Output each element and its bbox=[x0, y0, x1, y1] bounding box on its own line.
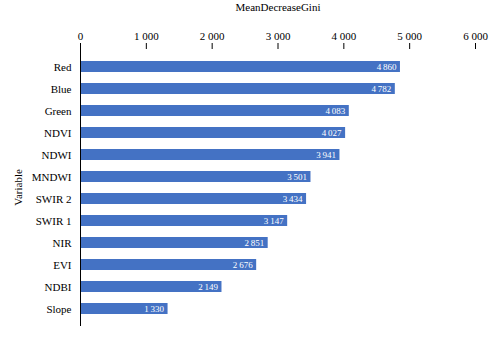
svg-text:NDVI: NDVI bbox=[44, 127, 72, 139]
svg-text:4 860: 4 860 bbox=[377, 62, 397, 72]
svg-text:MNDWI: MNDWI bbox=[32, 171, 72, 183]
svg-text:2 851: 2 851 bbox=[244, 238, 264, 248]
svg-text:3 501: 3 501 bbox=[287, 172, 307, 182]
svg-text:SWIR 1: SWIR 1 bbox=[36, 215, 72, 227]
svg-text:2 000: 2 000 bbox=[200, 30, 225, 42]
svg-text:4 782: 4 782 bbox=[372, 84, 392, 94]
svg-text:6 000: 6 000 bbox=[463, 30, 488, 42]
svg-text:3 941: 3 941 bbox=[316, 150, 336, 160]
svg-text:SWIR 2: SWIR 2 bbox=[36, 193, 72, 205]
svg-text:EVI: EVI bbox=[53, 259, 72, 271]
svg-text:Slope: Slope bbox=[46, 303, 71, 315]
svg-text:4 083: 4 083 bbox=[325, 106, 345, 116]
svg-text:5 000: 5 000 bbox=[397, 30, 422, 42]
svg-text:Green: Green bbox=[45, 105, 72, 117]
svg-text:NDWI: NDWI bbox=[42, 149, 72, 161]
svg-text:Red: Red bbox=[54, 61, 72, 73]
svg-text:3 000: 3 000 bbox=[266, 30, 291, 42]
svg-text:3 147: 3 147 bbox=[264, 216, 284, 226]
svg-text:NDBI: NDBI bbox=[45, 281, 72, 293]
svg-text:1 330: 1 330 bbox=[144, 304, 164, 314]
svg-text:1 000: 1 000 bbox=[134, 30, 159, 42]
svg-text:4 027: 4 027 bbox=[322, 128, 342, 138]
svg-text:Blue: Blue bbox=[51, 83, 72, 95]
svg-text:3 434: 3 434 bbox=[283, 194, 303, 204]
svg-text:Variable: Variable bbox=[12, 169, 24, 206]
svg-text:NIR: NIR bbox=[53, 237, 73, 249]
svg-text:4 000: 4 000 bbox=[331, 30, 356, 42]
svg-text:MeanDecreaseGini: MeanDecreaseGini bbox=[236, 1, 321, 13]
svg-text:2 149: 2 149 bbox=[198, 282, 218, 292]
svg-text:0: 0 bbox=[78, 30, 84, 42]
svg-text:2 676: 2 676 bbox=[233, 260, 253, 270]
